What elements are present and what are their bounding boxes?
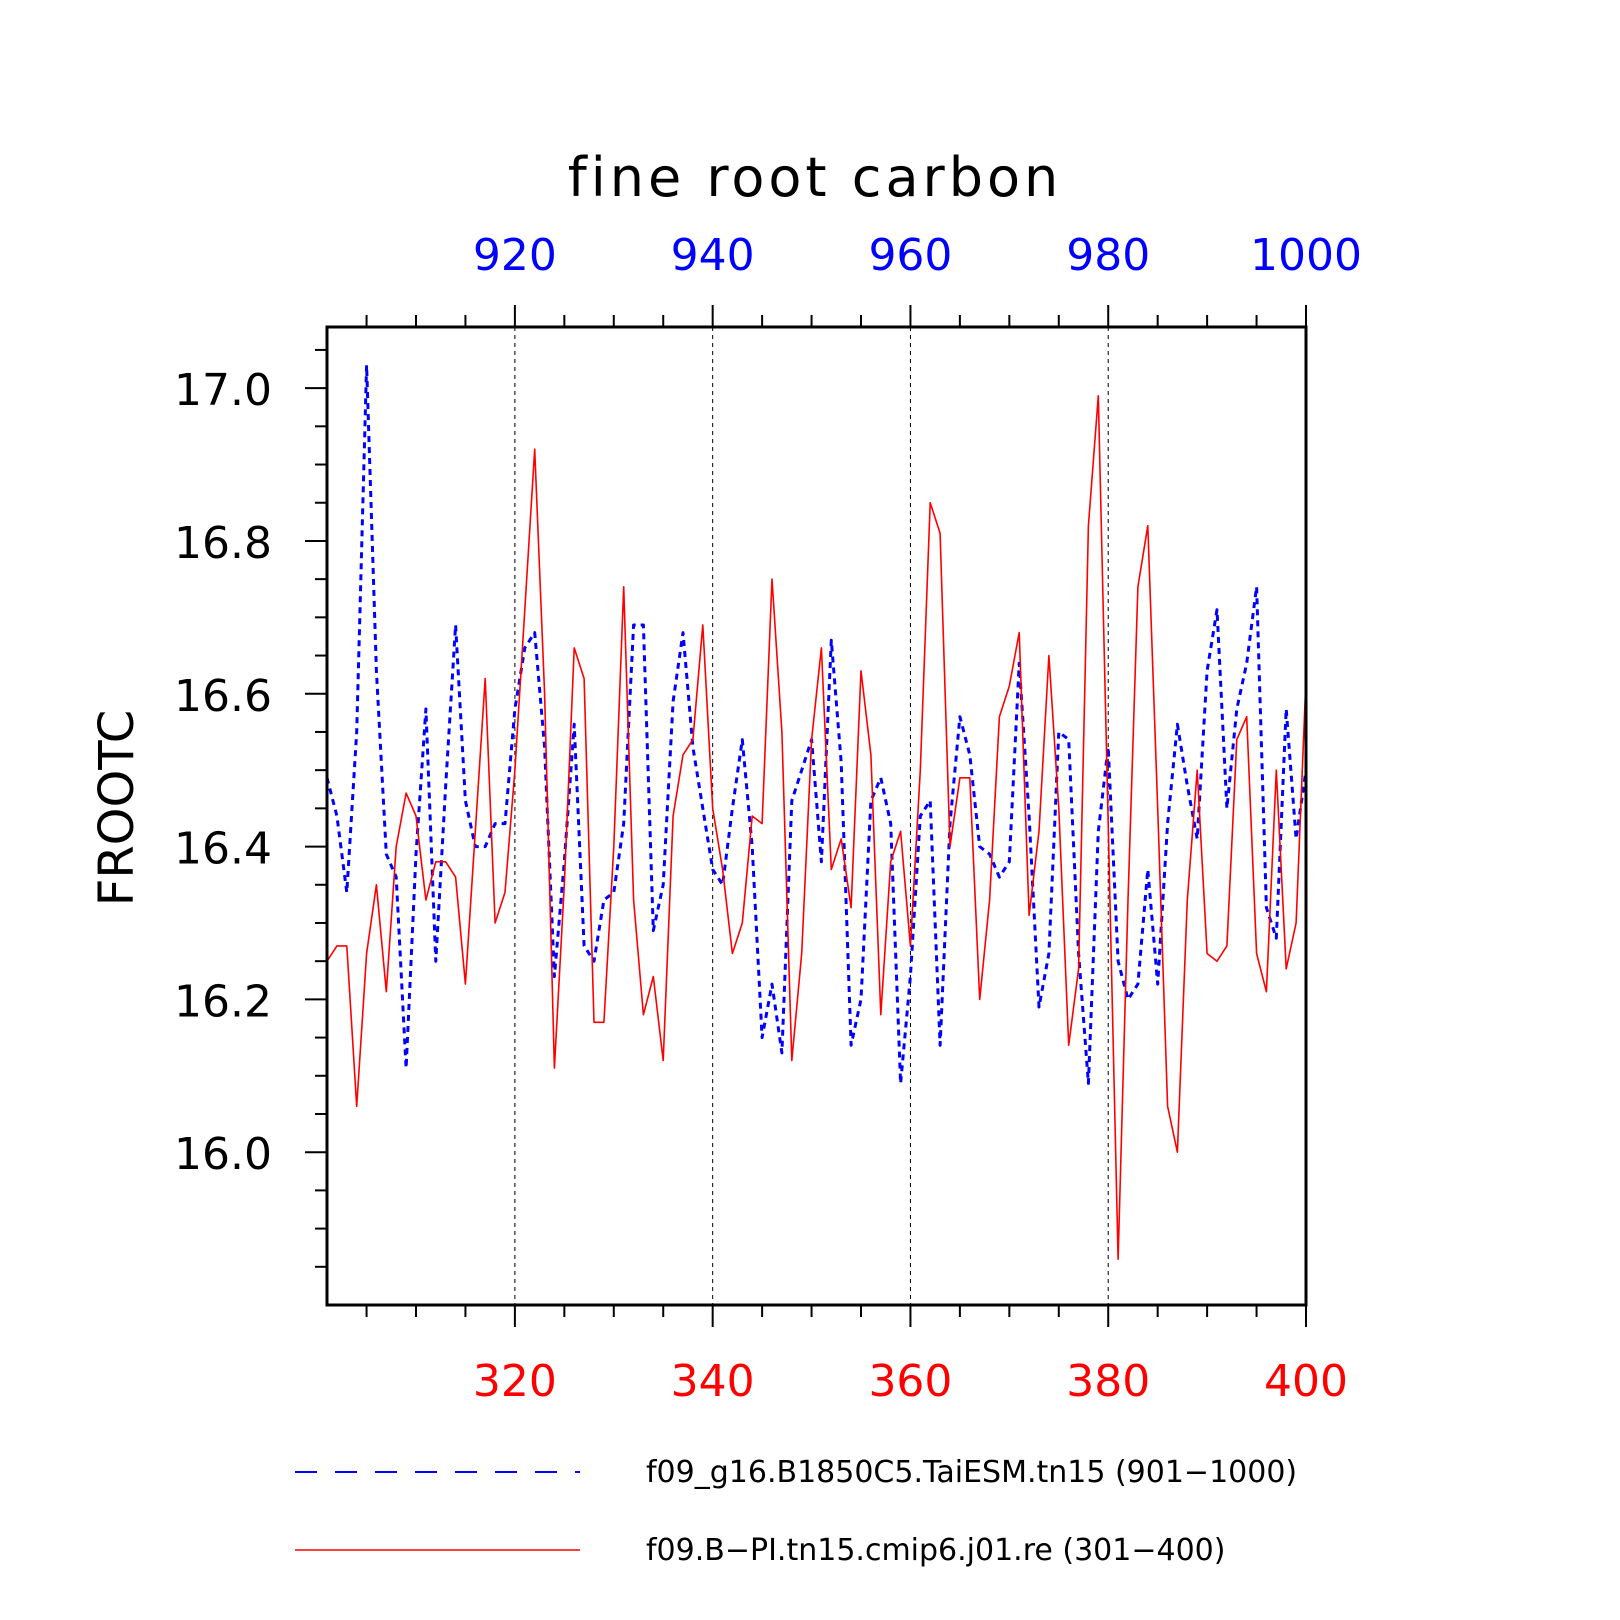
x-top-tick-label: 980 — [1066, 230, 1150, 281]
x-top-tick-label: 1000 — [1250, 230, 1362, 281]
y-tick-label: 16.6 — [174, 671, 272, 722]
axes: 320 340 360 380 400 920 940 960 980 1000 16.0 16.2 1… — [174, 230, 1362, 1407]
x-bottom-tick-label: 400 — [1264, 1356, 1348, 1407]
x-top-tick-label: 940 — [671, 230, 755, 281]
x-bottom-tick-label: 340 — [671, 1356, 755, 1407]
y-tick-label: 16.0 — [174, 1129, 272, 1180]
legend-label-1: f09_g16.B1850C5.TaiESM.tn15 (901−1000) — [646, 1455, 1297, 1490]
series-line-1 — [325, 363, 1308, 1085]
legend-label-2: f09.B−PI.tn15.cmip6.j01.re (301−400) — [646, 1533, 1225, 1568]
y-tick-label: 16.4 — [174, 824, 272, 875]
plot-frame — [325, 325, 1308, 1307]
series-line-2 — [326, 394, 1307, 1260]
y-tick-label: 16.2 — [174, 976, 272, 1027]
x-bottom-tick-label: 380 — [1066, 1356, 1150, 1407]
x-bottom-tick-label: 320 — [473, 1356, 557, 1407]
series-layer — [325, 363, 1308, 1260]
x-bottom-tick-label: 360 — [868, 1356, 952, 1407]
x-top-tick-label: 920 — [473, 230, 557, 281]
chart-title: fine root carbon — [568, 146, 1063, 209]
y-axis-label: FROOTC — [89, 710, 145, 907]
y-tick-label: 17.0 — [174, 365, 272, 416]
legend: f09_g16.B1850C5.TaiESM.tn15 (901−1000) f0… — [295, 1455, 1297, 1568]
y-tick-label: 16.8 — [174, 518, 272, 569]
x-top-tick-label: 960 — [868, 230, 952, 281]
